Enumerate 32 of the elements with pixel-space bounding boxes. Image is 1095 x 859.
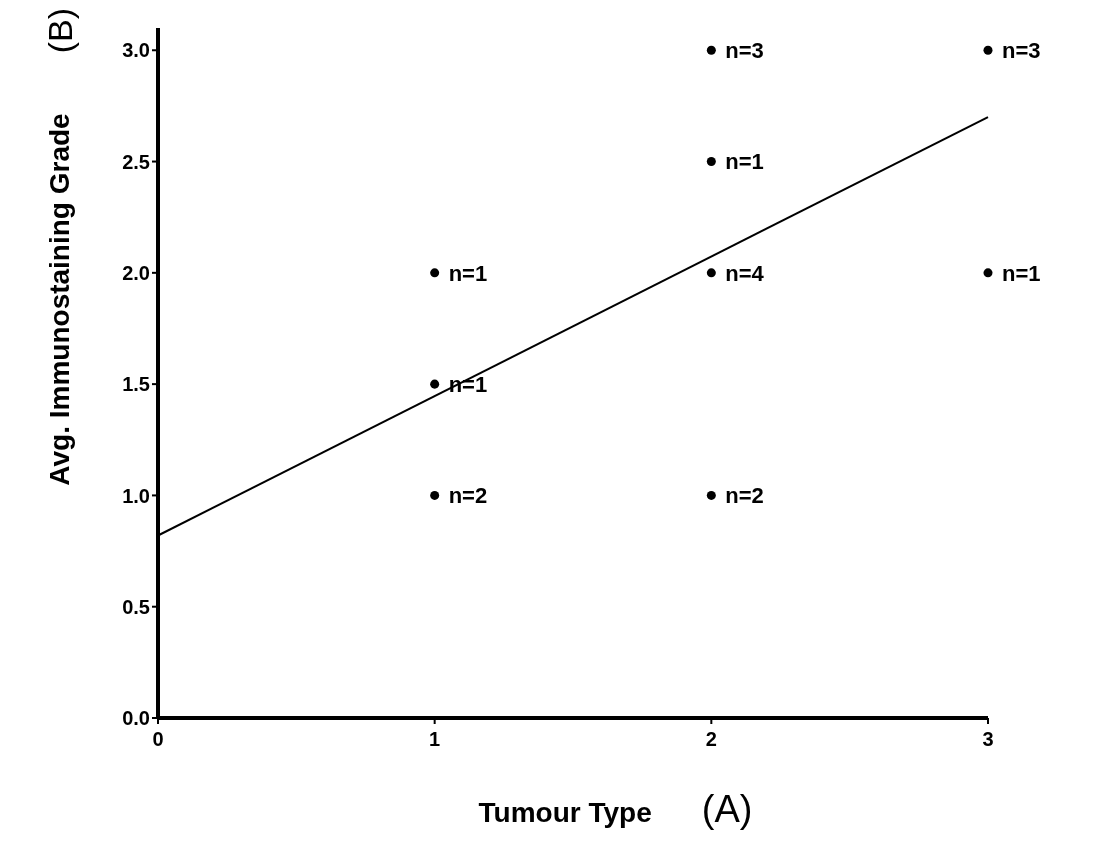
text: (A) — [701, 788, 753, 831]
annotation: n=4 — [725, 260, 765, 286]
y-tick-label: 2.5 — [122, 150, 150, 173]
y-tick-label: 1.0 — [122, 484, 150, 507]
point — [430, 268, 440, 278]
point — [706, 157, 716, 167]
point — [430, 379, 440, 389]
annotation: n=2 — [448, 483, 488, 509]
point — [706, 45, 716, 55]
point — [983, 268, 993, 278]
annotation: n=1 — [1002, 260, 1041, 286]
point — [983, 45, 993, 55]
y-tick-label: 1.5 — [122, 373, 150, 396]
x-tick-label: 1 — [429, 728, 441, 750]
x-axis-title: Tumour Type — [478, 797, 652, 829]
annotation: n=1 — [725, 149, 764, 175]
x-tick-label: 0 — [152, 728, 164, 750]
x-tick-label: 3 — [982, 728, 994, 750]
point — [706, 490, 716, 500]
text: (B) — [40, 8, 80, 54]
y-tick-label: 2.0 — [122, 261, 150, 284]
x-tick-label: 2 — [705, 728, 717, 750]
point — [706, 268, 716, 278]
y-tick-label: 0.0 — [122, 707, 150, 730]
point — [430, 490, 440, 500]
y-axis-title: Avg. Immunostaining Grade — [44, 113, 76, 486]
annotation: n=2 — [725, 483, 764, 509]
annotation: n=1 — [448, 260, 488, 286]
annotation: n=3 — [1002, 38, 1041, 64]
annotation: n=3 — [725, 38, 764, 64]
y-tick-label: 0.5 — [122, 595, 150, 618]
y-tick-label: 3.0 — [122, 39, 150, 62]
